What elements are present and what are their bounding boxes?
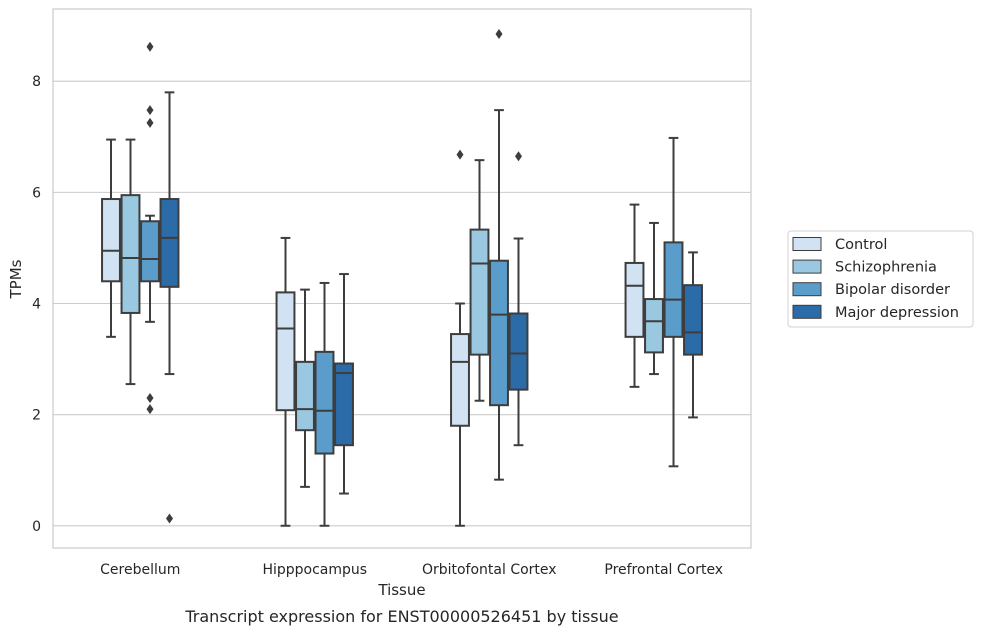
- y-tick-labels: 0 2 4 6 8: [32, 74, 41, 535]
- legend-label: Bipolar disorder: [835, 282, 950, 298]
- box-1: [334, 273, 354, 495]
- box-iqr: [159, 198, 180, 288]
- x-axis-title: Tissue: [377, 581, 425, 599]
- legend-label: Schizophrenia: [835, 260, 937, 276]
- box-3: [624, 203, 645, 388]
- chart-caption: Transcript expression for ENST0000052645…: [184, 607, 618, 626]
- box-0: [120, 138, 141, 386]
- outlier-point: [146, 392, 154, 403]
- series-group: [101, 138, 645, 527]
- x-tick-labels: Cerebellum Hipppocampus Orbitofontal Corte…: [100, 562, 723, 578]
- legend-swatch: [792, 259, 822, 274]
- y-tick-label: 6: [32, 185, 41, 201]
- box-2: [508, 151, 529, 447]
- legend-swatch: [792, 304, 822, 319]
- y-tick-label: 2: [32, 408, 41, 424]
- x-tick-label: Prefrontal Cortex: [604, 562, 723, 578]
- legend-label: Control: [835, 237, 887, 253]
- box-iqr: [624, 261, 645, 338]
- box-iqr: [120, 194, 141, 314]
- box-iqr: [450, 333, 470, 427]
- legend-label: Major depression: [835, 305, 959, 321]
- outlier-point: [166, 513, 173, 524]
- outlier-point: [456, 149, 464, 160]
- legend-swatch: [792, 237, 822, 251]
- boxes: [101, 29, 703, 527]
- x-tick-label: Hipppocampus: [262, 562, 367, 578]
- box-2: [469, 159, 490, 402]
- box-iqr: [644, 298, 664, 354]
- box-2: [489, 29, 509, 481]
- legend-item: Bipolar disorder: [792, 282, 950, 298]
- legend-swatch: [792, 282, 822, 297]
- box-iqr: [469, 228, 490, 356]
- box-3: [683, 251, 703, 419]
- box-iqr: [663, 241, 684, 338]
- legend-item: Control: [792, 237, 887, 253]
- box-iqr: [295, 360, 315, 432]
- legend: Control Schizophrenia Bipolar disorder Majo…: [787, 230, 974, 328]
- outlier-point: [146, 105, 154, 116]
- box-3: [663, 136, 684, 468]
- y-tick-label: 0: [32, 519, 41, 535]
- outlier-point: [515, 151, 522, 162]
- outlier-point: [495, 29, 503, 40]
- box-iqr: [314, 350, 335, 455]
- box-iqr: [275, 291, 296, 412]
- outlier-point: [146, 404, 154, 415]
- legend-item: Schizophrenia: [792, 259, 937, 276]
- series-group: [120, 138, 664, 488]
- box-3: [644, 221, 664, 376]
- box-0: [140, 41, 160, 415]
- box-iqr: [683, 284, 703, 356]
- box-1: [295, 288, 315, 488]
- box-0: [159, 91, 180, 524]
- series-group: [159, 91, 703, 524]
- box-1: [275, 236, 296, 527]
- box-1: [314, 281, 335, 527]
- x-tick-label: Orbitofontal Cortex: [422, 562, 557, 578]
- legend-frame: [787, 230, 974, 328]
- box-iqr: [140, 220, 160, 283]
- series-group: [140, 29, 684, 527]
- box-iqr: [489, 259, 509, 407]
- box-2: [450, 149, 470, 527]
- box-iqr: [334, 362, 354, 447]
- legend-item: Major depression: [792, 304, 959, 321]
- plot-frame: [52, 8, 752, 549]
- outlier-point: [146, 41, 154, 52]
- x-tick-label: Cerebellum: [100, 562, 180, 578]
- y-tick-label: 8: [32, 74, 41, 90]
- y-axis-title: TPMs: [7, 259, 25, 299]
- y-tick-label: 4: [32, 297, 41, 313]
- box-iqr: [508, 312, 529, 391]
- outlier-point: [146, 117, 154, 128]
- box-iqr: [101, 198, 121, 283]
- box-0: [101, 138, 121, 338]
